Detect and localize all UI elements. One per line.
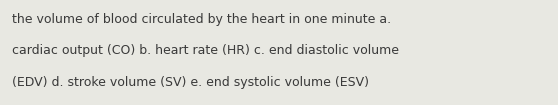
Text: the volume of blood circulated by the heart in one minute a.: the volume of blood circulated by the he…	[12, 13, 391, 26]
Text: (EDV) d. stroke volume (SV) e. end systolic volume (ESV): (EDV) d. stroke volume (SV) e. end systo…	[12, 76, 369, 89]
Text: cardiac output (CO) b. heart rate (HR) c. end diastolic volume: cardiac output (CO) b. heart rate (HR) c…	[12, 44, 400, 57]
